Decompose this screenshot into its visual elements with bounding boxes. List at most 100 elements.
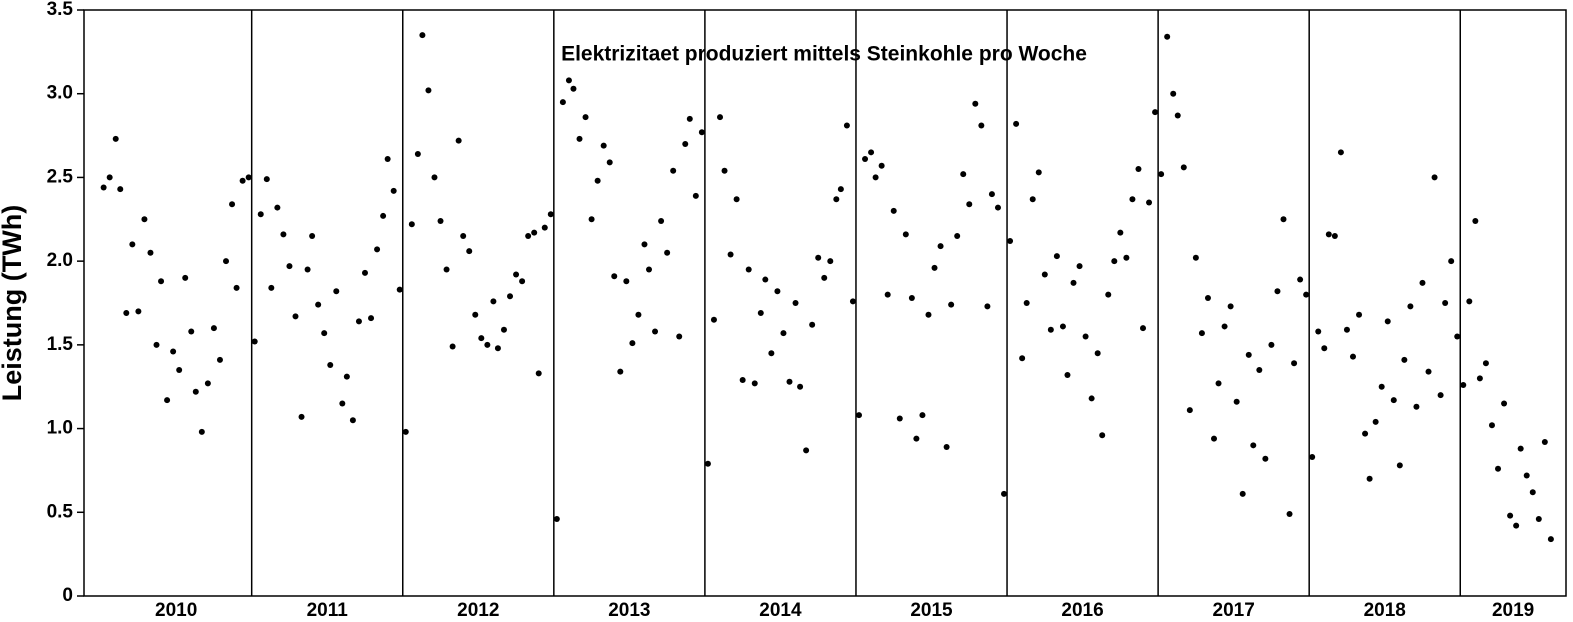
- data-point: [535, 370, 542, 377]
- data-point: [1013, 120, 1020, 127]
- data-point: [733, 196, 740, 203]
- y-tick-label: 2.0: [47, 250, 73, 271]
- data-point: [717, 114, 724, 121]
- data-point: [966, 201, 973, 208]
- data-point: [1472, 217, 1479, 224]
- data-point: [727, 251, 734, 258]
- data-point: [1476, 375, 1483, 382]
- data-point: [623, 278, 630, 285]
- data-point: [721, 167, 728, 174]
- data-point: [100, 184, 107, 191]
- data-point: [408, 221, 415, 228]
- data-point: [280, 231, 287, 238]
- data-point: [263, 176, 270, 183]
- data-point: [1233, 398, 1240, 405]
- data-point: [943, 443, 950, 450]
- data-point: [1362, 430, 1369, 437]
- data-point: [1245, 351, 1252, 358]
- data-point: [1425, 368, 1432, 375]
- data-point: [1274, 288, 1281, 295]
- data-point: [937, 243, 944, 250]
- data-point: [257, 211, 264, 218]
- data-point: [1413, 403, 1420, 410]
- data-point: [611, 273, 618, 280]
- data-point: [1482, 360, 1489, 367]
- data-point: [1547, 536, 1554, 543]
- data-point: [525, 233, 532, 240]
- data-point: [141, 216, 148, 223]
- data-point: [182, 274, 189, 281]
- data-point: [210, 325, 217, 332]
- data-point: [902, 231, 909, 238]
- data-point: [158, 278, 165, 285]
- data-point: [414, 150, 421, 157]
- data-point: [635, 311, 642, 318]
- data-point: [600, 142, 607, 149]
- data-point: [994, 204, 1001, 211]
- data-point: [229, 201, 236, 208]
- data-point: [827, 258, 834, 265]
- data-point: [1454, 333, 1461, 340]
- data-point: [1239, 490, 1246, 497]
- data-point: [1507, 512, 1514, 519]
- data-point: [204, 380, 211, 387]
- data-point: [547, 211, 554, 218]
- data-point: [490, 298, 497, 305]
- data-point: [664, 249, 671, 256]
- plot-frame: [83, 9, 1567, 597]
- data-point: [745, 266, 752, 273]
- data-point: [1082, 333, 1089, 340]
- data-point: [455, 137, 462, 144]
- data-point: [176, 366, 183, 373]
- data-point: [1331, 233, 1338, 240]
- data-point: [710, 316, 717, 323]
- y-tick-label: 3.5: [47, 0, 74, 20]
- data-point: [988, 191, 995, 198]
- data-point: [274, 204, 281, 211]
- data-point: [1094, 350, 1101, 357]
- data-point: [1541, 438, 1548, 445]
- data-point: [431, 174, 438, 181]
- data-point: [890, 207, 897, 214]
- data-point: [1064, 371, 1071, 378]
- data-point: [327, 361, 334, 368]
- data-point: [803, 447, 810, 454]
- data-point: [106, 174, 113, 181]
- data-point: [1286, 510, 1293, 517]
- y-tick-label: 3.0: [47, 83, 73, 104]
- data-point: [1088, 395, 1095, 402]
- data-point: [948, 301, 955, 308]
- data-point: [570, 85, 577, 92]
- y-tick-label: 0: [62, 585, 73, 606]
- data-point: [931, 264, 938, 271]
- x-tick-label: 2016: [1061, 600, 1103, 621]
- data-point: [1529, 489, 1536, 496]
- data-point: [513, 271, 520, 278]
- data-point: [1268, 341, 1275, 348]
- data-point: [774, 288, 781, 295]
- data-point: [315, 301, 322, 308]
- data-point: [884, 291, 891, 298]
- data-point: [739, 377, 746, 384]
- data-point: [1309, 454, 1316, 461]
- data-point: [1431, 174, 1438, 181]
- data-point: [374, 246, 381, 253]
- data-point: [896, 415, 903, 422]
- data-point: [843, 122, 850, 129]
- data-point: [355, 318, 362, 325]
- data-point: [245, 174, 252, 181]
- data-point: [460, 233, 467, 240]
- data-point: [972, 100, 979, 107]
- y-tick-label: 1.5: [47, 334, 74, 355]
- data-point: [872, 174, 879, 181]
- data-point: [565, 77, 572, 84]
- data-point: [333, 288, 340, 295]
- x-tick-label: 2013: [608, 600, 650, 621]
- data-point: [123, 310, 130, 317]
- data-point: [1192, 254, 1199, 261]
- data-point: [1517, 445, 1524, 452]
- data-point: [466, 248, 473, 255]
- data-point: [1401, 356, 1408, 363]
- data-point: [1076, 263, 1083, 270]
- data-point: [1297, 276, 1304, 283]
